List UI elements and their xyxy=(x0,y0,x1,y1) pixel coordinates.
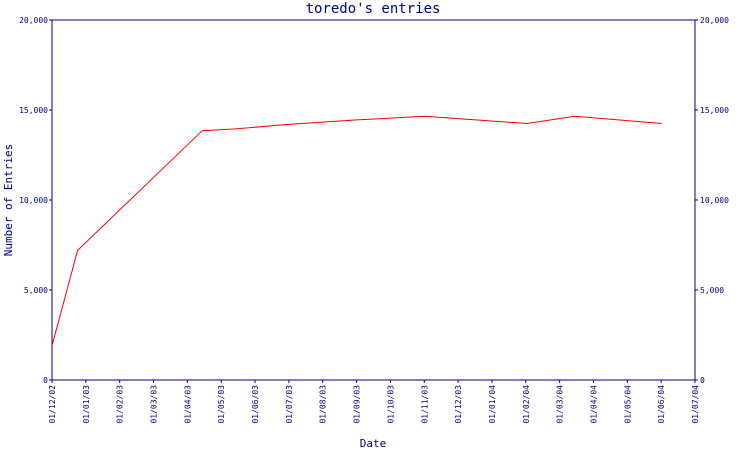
y-tick-label-left: 20,000 xyxy=(19,16,48,25)
y-tick-label-right: 5,000 xyxy=(700,286,724,295)
x-tick-label: 01/07/04 xyxy=(691,385,700,424)
y-tick-label-right: 20,000 xyxy=(700,16,729,25)
y-tick-label-left: 0 xyxy=(43,376,48,385)
plot-frame xyxy=(51,19,696,381)
x-tick-label: 01/06/04 xyxy=(657,385,666,424)
x-tick-label: 01/04/03 xyxy=(183,385,192,424)
x-tick-label: 01/04/04 xyxy=(589,385,598,424)
x-tick-label: 01/03/04 xyxy=(556,385,565,424)
x-axis-label: Date xyxy=(360,437,387,450)
x-tick-label: 01/05/04 xyxy=(623,385,632,424)
x-tick-label: 01/03/03 xyxy=(150,385,159,424)
x-tick-label: 01/12/03 xyxy=(454,385,463,424)
y-tick-label-right: 15,000 xyxy=(700,106,729,115)
x-tick-label: 01/02/03 xyxy=(116,385,125,424)
y-axis-right: 0 5,000 10,000 15,000 20,000 xyxy=(695,16,729,385)
x-tick-label: 01/07/03 xyxy=(285,385,294,424)
y-tick-label-right: 0 xyxy=(700,376,705,385)
y-axis-label: Number of Entries xyxy=(2,144,15,257)
y-tick-label-right: 10,000 xyxy=(700,196,729,205)
x-tick-label: 01/06/03 xyxy=(251,385,260,424)
y-tick-label-left: 5,000 xyxy=(24,286,48,295)
chart-title: toredo's entries xyxy=(306,1,441,17)
y-axis-left: 0 5,000 10,000 15,000 20,000 xyxy=(19,16,52,385)
y-tick-label-left: 15,000 xyxy=(19,106,48,115)
x-tick-label: 01/02/04 xyxy=(522,385,531,424)
x-tick-label: 01/11/03 xyxy=(420,385,429,424)
x-tick-label: 01/12/02 xyxy=(48,385,57,424)
series-group xyxy=(51,115,662,346)
y-tick-label-left: 10,000 xyxy=(19,196,48,205)
x-axis: 01/12/02 01/01/03 01/02/03 01/03/03 01/04/03… xyxy=(48,380,700,424)
x-tick-label: 01/09/03 xyxy=(353,385,362,424)
x-tick-label: 01/01/03 xyxy=(82,385,91,424)
x-tick-label: 01/05/03 xyxy=(217,385,226,424)
x-tick-label: 01/08/03 xyxy=(319,385,328,424)
x-tick-label: 01/01/04 xyxy=(488,385,497,424)
series-line xyxy=(51,115,662,346)
x-tick-label: 01/10/03 xyxy=(386,385,395,424)
